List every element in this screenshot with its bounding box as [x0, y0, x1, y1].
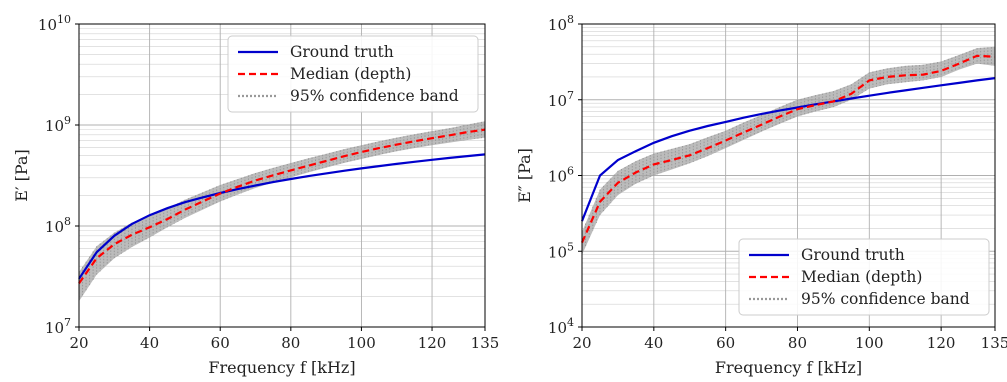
legend-label: Ground truth: [290, 43, 394, 61]
legend-box: [738, 238, 990, 316]
chart-left-storage-modulus: 20 40 60 80 100 120 135 107 108 109 1010 Frequency …: [12, 13, 499, 377]
legend-label: Median (depth): [801, 268, 922, 286]
legend: Ground truth Median (depth) 95% confidence…: [738, 238, 990, 316]
y-tick-label: 1010: [38, 13, 71, 34]
chart-right-loss-modulus: 20 40 60 80 100 120 135 104 105 106 107 108 Frequenc…: [515, 13, 1007, 377]
y-tick-label: 109: [45, 114, 71, 135]
x-tick-label: 60: [211, 334, 230, 352]
x-tick-label: 80: [788, 334, 807, 352]
y-tick-label: 105: [548, 240, 574, 261]
x-tick-label: 40: [644, 334, 663, 352]
legend-label: Ground truth: [801, 246, 905, 264]
x-tick-label: 120: [418, 334, 447, 352]
x-tick-label: 100: [347, 334, 376, 352]
y-axis-label: E″ [Pa]: [515, 148, 534, 203]
series-line-ground-truth: [78, 153, 486, 280]
series-line-median-depth: [580, 54, 996, 244]
plot-frame: [78, 23, 486, 328]
y-tick-label: 108: [45, 215, 71, 236]
confidence-band-area: [582, 46, 995, 255]
x-axis-label: Frequency f [kHz]: [715, 358, 862, 377]
x-tick-label: 80: [281, 334, 300, 352]
x-tick-label: 40: [140, 334, 159, 352]
legend: Ground truth Median (depth) 95% confidence…: [227, 35, 479, 113]
y-tick-label: 107: [45, 316, 71, 337]
legend-box: [227, 35, 479, 113]
y-tick-label: 104: [548, 316, 574, 337]
y-tick-label: 106: [548, 165, 574, 186]
x-tick-label: 100: [855, 334, 884, 352]
x-tick-label: 20: [572, 334, 591, 352]
series-line-ground-truth: [580, 77, 996, 222]
x-tick-label: 135: [471, 334, 500, 352]
x-tick-label: 135: [981, 334, 1007, 352]
y-tick-label: 107: [548, 89, 574, 110]
y-tick-label: 108: [548, 13, 574, 34]
series-line-median-depth: [78, 128, 486, 285]
legend-label: Median (depth): [290, 65, 411, 83]
x-tick-label: 20: [69, 334, 88, 352]
x-tick-label: 60: [716, 334, 735, 352]
confidence-band-area: [79, 121, 485, 302]
y-axis-label: E′ [Pa]: [12, 149, 31, 201]
legend-label: 95% confidence band: [290, 87, 459, 105]
legend-label: 95% confidence band: [801, 290, 970, 308]
x-axis-label: Frequency f [kHz]: [208, 358, 355, 377]
x-tick-label: 120: [927, 334, 956, 352]
